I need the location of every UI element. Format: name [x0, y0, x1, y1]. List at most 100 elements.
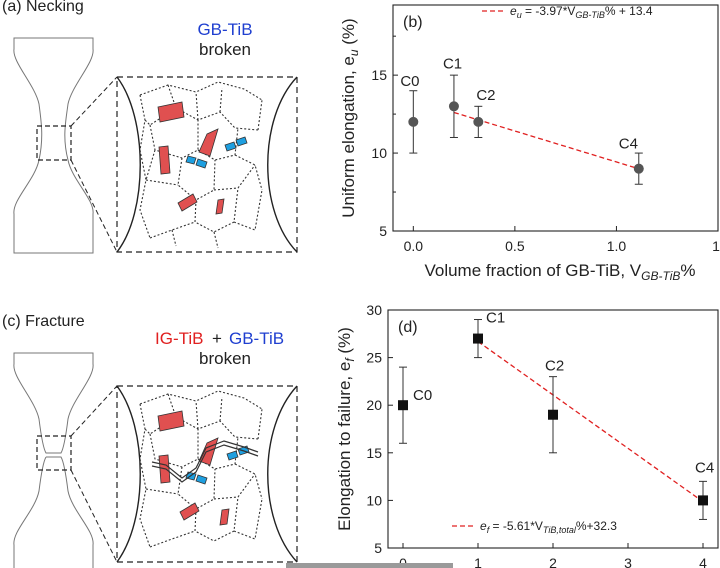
- point-label-c2: C2: [545, 358, 564, 375]
- panel-label-b: (b): [403, 14, 423, 31]
- plus-caption: +: [212, 329, 222, 348]
- y-axis-label-d: Elongation to failure, ef (%): [335, 327, 357, 531]
- neck-boundary-left-a: [116, 76, 141, 253]
- x-tick-label: 0: [399, 555, 407, 568]
- data-point-c2: [548, 409, 558, 420]
- legend-tail: % + 13.4: [605, 4, 653, 18]
- gb-tib-particle: [195, 158, 208, 169]
- legend-e: e: [480, 519, 487, 533]
- x-axis-label-b: Volume fraction of GB-TiB, VGB-TiB%: [424, 261, 695, 283]
- y-tick-label: 10: [371, 145, 387, 161]
- zoom-box-c: [36, 435, 72, 471]
- x-tick-label: 3: [624, 555, 632, 568]
- x-tick-label: 4: [699, 555, 707, 568]
- gb-tib-particle: [185, 155, 197, 165]
- legend-text-d: ef = -5.61*VTiB,total%+32.3: [480, 519, 617, 535]
- ylabel-main: Uniform elongation, e: [339, 56, 358, 218]
- ylabel-suffix: (%): [335, 327, 354, 358]
- magnified-region-c: [116, 385, 298, 563]
- gb-tib-caption: GB-TiB: [197, 20, 252, 39]
- broken-caption-c: broken: [199, 349, 251, 368]
- y-tick-label: 20: [366, 397, 382, 413]
- panel-c-label: (c) Fracture: [2, 313, 85, 330]
- data-point-c2: [473, 116, 484, 127]
- plot-frame-b: [392, 4, 719, 232]
- legend-mid: = -3.97*V: [522, 4, 576, 18]
- x-tick-label: 2: [549, 555, 557, 568]
- point-label-c1: C1: [486, 310, 505, 327]
- point-label-c4: C4: [619, 136, 638, 153]
- legend-e: e: [510, 4, 517, 18]
- y-tick-label: 5: [379, 223, 387, 239]
- ig-tib-caption: IG-TiB: [155, 329, 203, 348]
- specimen-necking: [13, 37, 94, 254]
- x-tick-label: 1: [474, 555, 482, 568]
- fit-line-b: [453, 111, 639, 170]
- ig-tib-particle: [215, 198, 225, 215]
- ig-tib-particle: [219, 508, 230, 526]
- panel-a-label: (a) Necking: [2, 0, 84, 15]
- y-tick-label: 30: [366, 302, 382, 318]
- point-label-c2: C2: [476, 87, 495, 104]
- data-point-c0: [398, 400, 408, 411]
- gb-tib-particle: [195, 474, 208, 485]
- ig-tib-particle: [198, 128, 219, 157]
- data-point-c4: [633, 163, 644, 174]
- legend-text-b: eu = -3.97*VGB-TiB% + 13.4: [510, 4, 653, 20]
- neck-boundary-right-a: [267, 76, 298, 253]
- gb-tib-particles-c: [185, 445, 250, 485]
- xlabel-main: Volume fraction of GB-TiB, V: [424, 261, 641, 280]
- zoom-line-top-a: [70, 76, 118, 127]
- ig-tib-particle: [157, 101, 185, 123]
- specimen-fracture-lower: [13, 456, 94, 568]
- legend-e-sub: f: [487, 525, 491, 535]
- grain-boundaries-c: [139, 390, 263, 548]
- y-axis-label-b: Uniform elongation, eu (%): [339, 18, 361, 217]
- zoom-line-top-c: [70, 385, 118, 437]
- broken-caption-a: broken: [199, 40, 251, 59]
- point-label-c4: C4: [695, 459, 714, 476]
- gb-tib-particles-a: [185, 136, 248, 169]
- gb-tib-particle: [224, 141, 237, 152]
- neck-boundary-right-c: [267, 385, 298, 563]
- gb-tib-particle: [226, 450, 239, 461]
- zoom-line-bottom-c: [70, 469, 118, 563]
- x-tick-label: 1.: [712, 238, 720, 254]
- point-label-c1: C1: [443, 55, 462, 72]
- horizontal-scrollbar[interactable]: [286, 563, 453, 568]
- specimen-fracture: [13, 352, 94, 454]
- data-point-c0: [408, 116, 419, 127]
- gb-tib-caption-c: GB-TiB: [229, 329, 284, 348]
- y-tick-label: 5: [374, 540, 382, 556]
- legend-mid: = -5.61*V: [489, 519, 543, 533]
- magnified-region-a: [116, 76, 298, 253]
- x-tick-label: 1.0: [607, 238, 627, 254]
- data-point-c4: [698, 495, 708, 506]
- neck-boundary-left-c: [116, 385, 141, 563]
- ig-tib-particles-c: [157, 410, 230, 526]
- legend-v-sub: GB-TiB: [575, 10, 604, 20]
- ylabel-sub: u: [347, 49, 361, 56]
- ylabel-sub: f: [343, 357, 357, 362]
- xlabel-suffix: %: [680, 261, 695, 280]
- ig-tib-particle: [157, 410, 185, 432]
- point-label-c0: C0: [413, 387, 432, 404]
- y-tick-label: 10: [366, 492, 382, 508]
- xlabel-sub: GB-TiB: [641, 269, 680, 283]
- fit-line-d: [477, 340, 704, 503]
- ig-tib-particle: [158, 145, 171, 175]
- data-point-c1: [473, 333, 483, 344]
- y-tick-label: 15: [371, 67, 387, 83]
- zoom-box-a: [36, 125, 72, 161]
- point-label-c0: C0: [400, 73, 419, 90]
- y-tick-label: 25: [366, 350, 382, 366]
- zoom-line-bottom-a: [70, 159, 118, 253]
- panel-c: (c) Fracture IG-TiB + GB-TiB broken: [2, 313, 298, 568]
- legend-tail: %+32.3: [576, 519, 617, 533]
- ig-tib-particle: [177, 193, 198, 212]
- ylabel-main: Elongation to failure, e: [335, 362, 354, 531]
- legend-e-sub: u: [517, 10, 522, 20]
- ig-tib-particle: [179, 502, 200, 521]
